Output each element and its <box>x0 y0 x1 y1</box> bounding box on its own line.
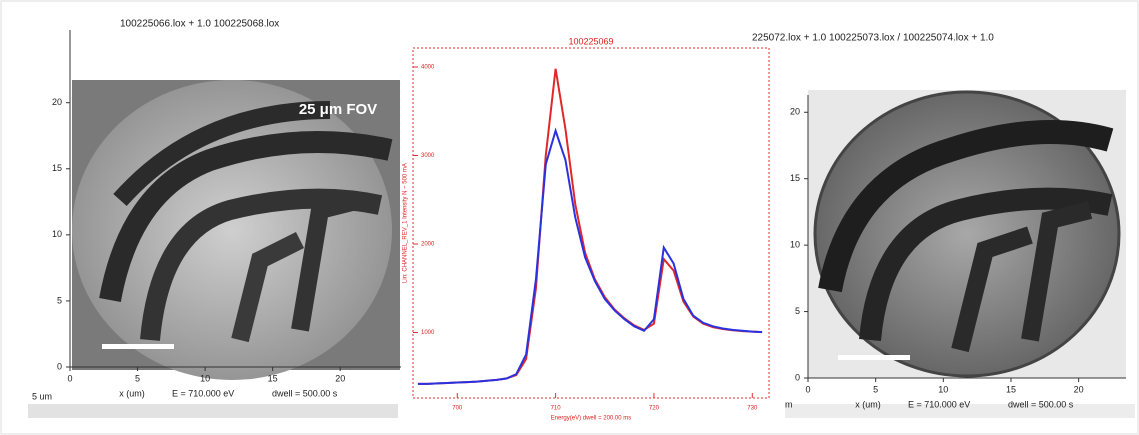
y-tick-label: 15 <box>52 163 62 173</box>
energy: E = 710.000 eV <box>172 388 234 398</box>
y-tick-label: 5 <box>57 295 62 305</box>
y-label: Lin: CHANNEL_REV_1 Intensity N ~ 500 mA <box>403 163 409 283</box>
y-tick-label: 0 <box>57 361 62 371</box>
right-image <box>808 90 1126 378</box>
y-tick-label: 10 <box>52 229 62 239</box>
x-tick-label: 15 <box>268 373 278 383</box>
x-tick-label: 5 <box>135 373 140 383</box>
scale-label: m <box>785 399 793 409</box>
x-tick-label: 0 <box>67 373 72 383</box>
x-tick-label: 710 <box>551 406 562 412</box>
chart-title: 100225069 <box>568 36 613 46</box>
x-tick-label: 730 <box>747 406 758 412</box>
annotation: 25 μm FOV <box>299 101 377 118</box>
y-tick-label: 4000 <box>421 65 435 71</box>
x-tick-label: 5 <box>873 384 878 394</box>
x-tick-label: 20 <box>335 373 345 383</box>
y-tick-label: 10 <box>790 240 800 250</box>
energy: E = 710.000 eV <box>908 399 970 409</box>
y-tick-label: 20 <box>52 97 62 107</box>
y-tick-label: 5 <box>795 306 800 316</box>
x-label: x (um) <box>119 388 145 398</box>
x-tick-label: 720 <box>649 406 660 412</box>
x-tick-label: 10 <box>200 373 210 383</box>
x-tick-label: 20 <box>1074 384 1084 394</box>
plot-frame <box>412 47 770 399</box>
header: 100225066.lox + 1.0 100225068.lox <box>120 19 279 30</box>
y-tick-label: 0 <box>795 372 800 382</box>
y-tick-label: 20 <box>790 107 800 117</box>
x-label: x (um) <box>855 399 881 409</box>
x-tick-label: 0 <box>805 384 810 394</box>
x-tick-label: 700 <box>452 406 463 412</box>
dwell: dwell = 500.00 s <box>1008 399 1074 409</box>
y-tick-label: 15 <box>790 173 800 183</box>
status-bar <box>785 404 1135 418</box>
y-tick-label: 3000 <box>421 153 435 159</box>
scale-label: 5 um <box>32 391 52 401</box>
status-bar <box>28 404 398 418</box>
dwell: dwell = 500.00 s <box>272 388 338 398</box>
y-tick-label: 2000 <box>421 242 435 248</box>
x-label: Energy(eV) dwell = 200.00 ms <box>551 416 632 422</box>
x-tick-label: 15 <box>1006 384 1016 394</box>
x-tick-label: 10 <box>938 384 948 394</box>
header: 225072.lox + 1.0 100225073.lox / 1002250… <box>752 33 994 44</box>
left-image <box>72 80 400 380</box>
series-line <box>417 127 763 385</box>
y-tick-label: 1000 <box>421 330 435 336</box>
